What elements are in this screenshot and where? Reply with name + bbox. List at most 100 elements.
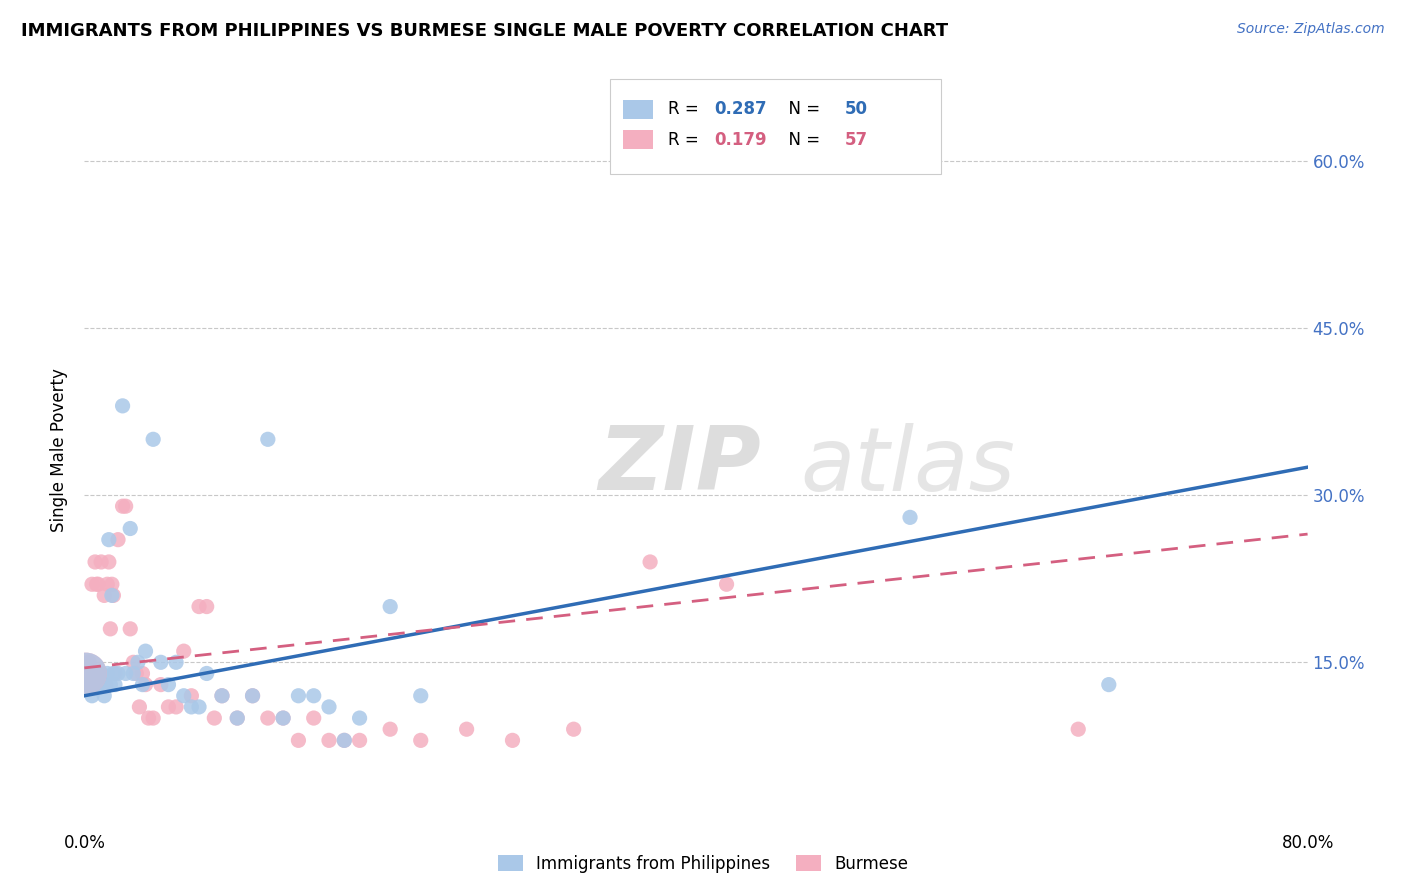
Point xyxy=(138,711,160,725)
Point xyxy=(86,678,108,692)
Legend: Immigrants from Philippines, Burmese: Immigrants from Philippines, Burmese xyxy=(492,848,914,880)
Point xyxy=(131,678,153,692)
Point xyxy=(104,678,127,692)
Point xyxy=(86,577,108,591)
Point xyxy=(562,723,585,737)
Point xyxy=(173,689,195,703)
Text: IMMIGRANTS FROM PHILIPPINES VS BURMESE SINGLE MALE POVERTY CORRELATION CHART: IMMIGRANTS FROM PHILIPPINES VS BURMESE S… xyxy=(21,22,948,40)
Text: ZIP: ZIP xyxy=(598,422,761,509)
Point xyxy=(180,699,202,714)
Point xyxy=(318,699,340,714)
Point xyxy=(380,599,402,614)
Text: 0.287: 0.287 xyxy=(714,100,766,119)
Point xyxy=(79,678,101,692)
Point xyxy=(302,711,325,725)
Point xyxy=(318,733,340,747)
Point xyxy=(120,622,142,636)
Point xyxy=(107,533,129,547)
Point xyxy=(91,678,114,692)
Point xyxy=(157,678,180,692)
Point xyxy=(271,711,294,725)
Point xyxy=(75,666,97,681)
Point xyxy=(75,666,97,681)
Point xyxy=(142,433,165,447)
Point xyxy=(202,711,225,725)
Point xyxy=(180,689,202,703)
Point xyxy=(716,577,738,591)
Point xyxy=(287,733,309,747)
Point xyxy=(90,555,112,569)
Point xyxy=(77,655,100,669)
Point xyxy=(409,733,432,747)
Point xyxy=(226,711,249,725)
Point xyxy=(93,589,115,603)
Point xyxy=(77,655,100,669)
Point xyxy=(1098,678,1121,692)
Point xyxy=(107,666,129,681)
Point xyxy=(98,678,121,692)
Point xyxy=(898,510,921,524)
Point xyxy=(135,678,157,692)
Point xyxy=(98,622,121,636)
Point xyxy=(84,666,107,681)
Point xyxy=(165,655,187,669)
Point xyxy=(173,644,195,658)
Point xyxy=(1067,723,1090,737)
Point xyxy=(122,655,145,669)
Point xyxy=(142,711,165,725)
Point xyxy=(89,666,111,681)
Point xyxy=(165,699,187,714)
Point xyxy=(271,711,294,725)
Point xyxy=(101,589,124,603)
Point xyxy=(93,689,115,703)
FancyBboxPatch shape xyxy=(610,79,941,174)
Point xyxy=(94,678,117,692)
Point xyxy=(409,689,432,703)
Point xyxy=(188,599,211,614)
Point xyxy=(91,678,114,692)
Point xyxy=(195,666,218,681)
Point xyxy=(114,500,136,514)
FancyBboxPatch shape xyxy=(623,130,654,149)
Y-axis label: Single Male Poverty: Single Male Poverty xyxy=(51,368,69,533)
Point xyxy=(149,655,172,669)
Point xyxy=(287,689,309,703)
Point xyxy=(188,699,211,714)
Point xyxy=(87,577,110,591)
Point xyxy=(87,666,110,681)
Point xyxy=(135,644,157,658)
Point xyxy=(349,733,371,747)
Point xyxy=(111,399,134,413)
Point xyxy=(97,555,120,569)
Text: atlas: atlas xyxy=(800,423,1015,508)
Point xyxy=(103,666,125,681)
Point xyxy=(456,723,478,737)
Point xyxy=(96,577,118,591)
Text: 0.179: 0.179 xyxy=(714,130,766,149)
Point xyxy=(257,433,280,447)
Text: N =: N = xyxy=(778,100,825,119)
Point xyxy=(638,555,661,569)
Text: Source: ZipAtlas.com: Source: ZipAtlas.com xyxy=(1237,22,1385,37)
Point xyxy=(76,678,98,692)
Point xyxy=(257,711,280,725)
Point xyxy=(302,689,325,703)
FancyBboxPatch shape xyxy=(623,100,654,119)
Point xyxy=(380,723,402,737)
Point xyxy=(195,599,218,614)
Point xyxy=(242,689,264,703)
Text: R =: R = xyxy=(668,130,704,149)
Point xyxy=(211,689,233,703)
Point xyxy=(127,655,149,669)
Point xyxy=(120,521,142,535)
Point xyxy=(242,689,264,703)
Point xyxy=(211,689,233,703)
Point xyxy=(149,678,172,692)
Point xyxy=(333,733,356,747)
Point xyxy=(101,577,124,591)
Point xyxy=(84,555,107,569)
Point xyxy=(226,711,249,725)
Point xyxy=(80,577,103,591)
Point xyxy=(157,699,180,714)
Point xyxy=(125,666,148,681)
